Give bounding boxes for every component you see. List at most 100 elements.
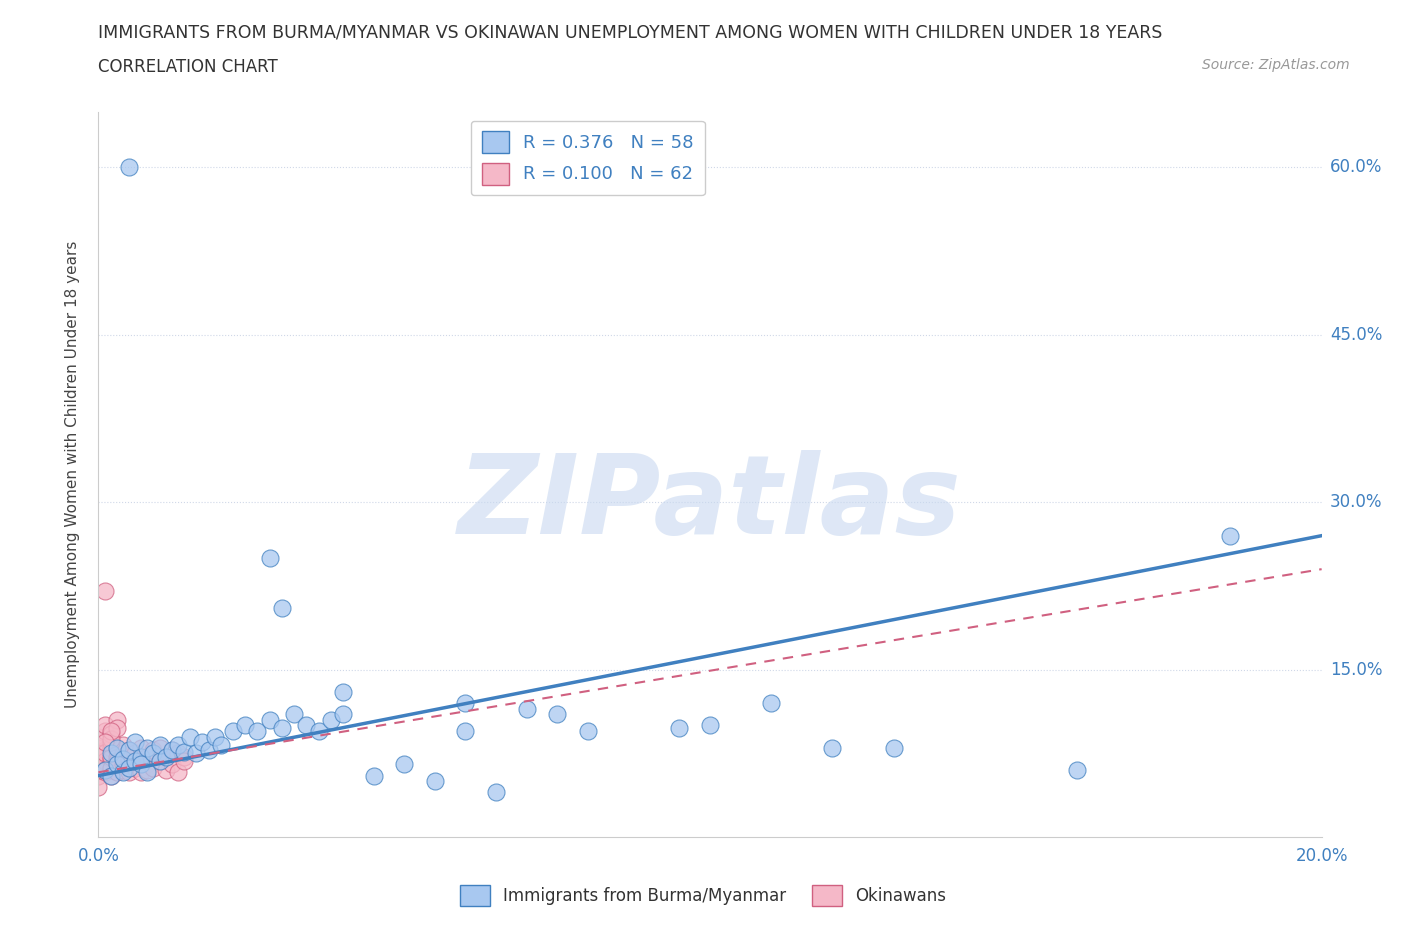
Point	[155, 763, 177, 777]
Point	[136, 740, 159, 755]
Point	[129, 751, 152, 766]
Point	[100, 735, 122, 750]
Point	[142, 746, 165, 761]
Point	[821, 740, 844, 755]
Point	[173, 745, 195, 760]
Point	[197, 742, 219, 757]
Point	[142, 742, 165, 757]
Point	[93, 718, 115, 733]
Point	[87, 768, 110, 783]
Text: 45.0%: 45.0%	[1330, 326, 1382, 344]
Point	[87, 763, 110, 777]
Point	[111, 764, 134, 779]
Point	[246, 724, 269, 738]
Text: IMMIGRANTS FROM BURMA/MYANMAR VS OKINAWAN UNEMPLOYMENT AMONG WOMEN WITH CHILDREN: IMMIGRANTS FROM BURMA/MYANMAR VS OKINAWA…	[98, 23, 1163, 41]
Point	[124, 761, 146, 776]
Point	[105, 712, 128, 727]
Point	[155, 750, 177, 764]
Point	[136, 764, 159, 779]
Point	[100, 761, 122, 776]
Point	[759, 696, 782, 711]
Point	[149, 753, 172, 768]
Point	[167, 738, 190, 753]
Text: 60.0%: 60.0%	[1330, 158, 1382, 177]
Point	[363, 768, 385, 783]
Point	[111, 757, 134, 772]
Point	[93, 724, 115, 738]
Point	[118, 742, 141, 757]
Point	[111, 751, 134, 766]
Point	[129, 750, 152, 764]
Point	[87, 757, 110, 772]
Point	[191, 735, 214, 750]
Point	[392, 757, 416, 772]
Point	[1066, 763, 1088, 777]
Point	[149, 738, 172, 753]
Point	[100, 740, 122, 755]
Point	[576, 724, 599, 738]
Point	[100, 768, 122, 783]
Point	[155, 750, 177, 764]
Point	[124, 735, 146, 750]
Point	[160, 742, 183, 757]
Point	[124, 753, 146, 768]
Text: ZIPatlas: ZIPatlas	[458, 450, 962, 557]
Point	[142, 761, 165, 776]
Point	[100, 727, 122, 742]
Point	[454, 696, 477, 711]
Point	[100, 724, 122, 738]
Point	[546, 707, 568, 722]
Point	[136, 763, 159, 777]
Point	[204, 729, 226, 744]
Point	[100, 750, 122, 764]
Point	[179, 729, 201, 744]
Point	[93, 763, 115, 777]
Text: 15.0%: 15.0%	[1330, 660, 1382, 679]
Point	[167, 764, 190, 779]
Point	[332, 707, 354, 722]
Point	[105, 750, 128, 764]
Point	[93, 735, 115, 750]
Point	[1219, 528, 1241, 543]
Point	[129, 764, 152, 779]
Text: CORRELATION CHART: CORRELATION CHART	[98, 58, 278, 75]
Point	[87, 740, 110, 755]
Point	[129, 757, 152, 772]
Point	[118, 761, 141, 776]
Point	[259, 551, 281, 565]
Point	[87, 746, 110, 761]
Point	[516, 701, 538, 716]
Legend: R = 0.376   N = 58, R = 0.100   N = 62: R = 0.376 N = 58, R = 0.100 N = 62	[471, 121, 704, 195]
Point	[270, 601, 292, 616]
Point	[93, 753, 115, 768]
Point	[100, 751, 122, 766]
Point	[93, 757, 115, 772]
Point	[118, 764, 141, 779]
Point	[87, 779, 110, 794]
Point	[136, 750, 159, 764]
Point	[100, 746, 122, 761]
Point	[308, 724, 330, 738]
Text: Source: ZipAtlas.com: Source: ZipAtlas.com	[1202, 58, 1350, 72]
Point	[111, 746, 134, 761]
Point	[295, 718, 318, 733]
Point	[105, 753, 128, 768]
Point	[105, 720, 128, 735]
Point	[233, 718, 256, 733]
Point	[160, 742, 183, 757]
Y-axis label: Unemployment Among Women with Children Under 18 years: Unemployment Among Women with Children U…	[65, 241, 80, 708]
Point	[173, 753, 195, 768]
Point	[87, 729, 110, 744]
Point	[319, 712, 342, 727]
Legend: Immigrants from Burma/Myanmar, Okinawans: Immigrants from Burma/Myanmar, Okinawans	[454, 879, 952, 912]
Point	[160, 757, 183, 772]
Point	[100, 731, 122, 746]
Point	[222, 724, 245, 738]
Point	[332, 684, 354, 699]
Point	[149, 753, 172, 768]
Point	[93, 763, 115, 777]
Point	[173, 750, 195, 764]
Point	[105, 742, 128, 757]
Point	[105, 757, 128, 772]
Point	[124, 746, 146, 761]
